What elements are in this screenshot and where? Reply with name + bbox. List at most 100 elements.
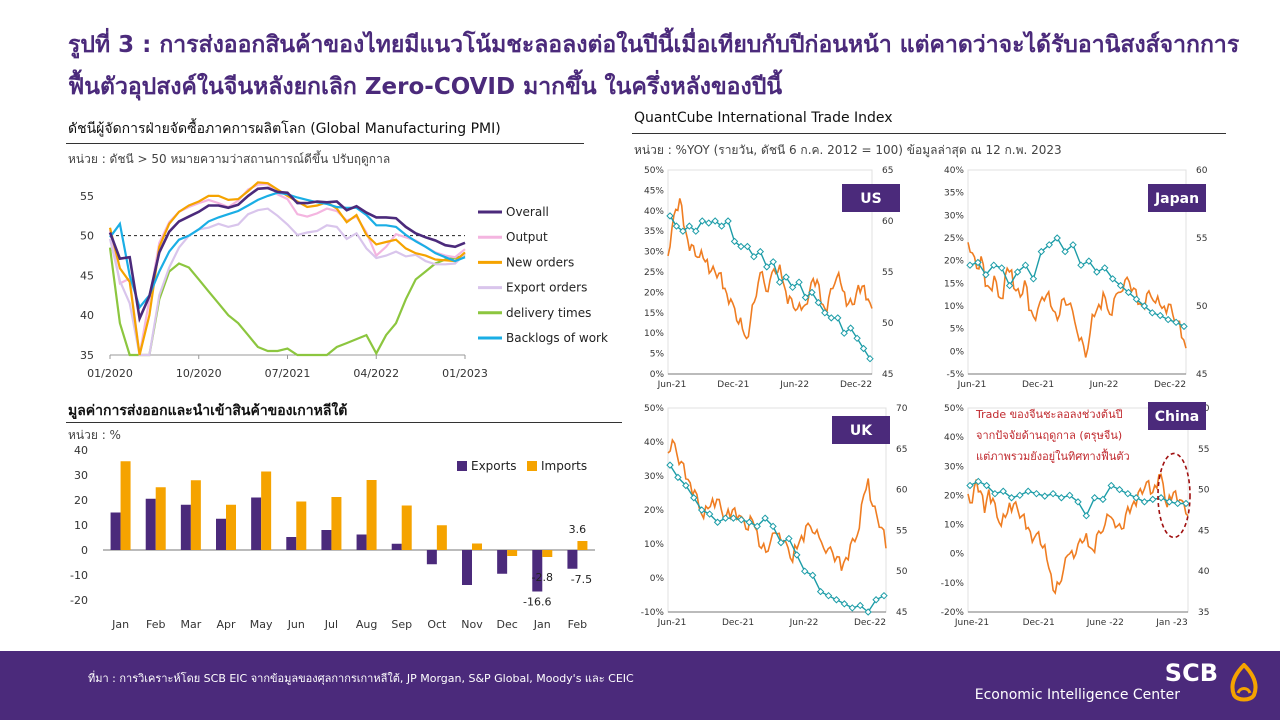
panel-x-tick-label: Jun-21 <box>957 380 987 390</box>
panel-left-tick-label: 20% <box>644 506 664 516</box>
pmi-series-new-orders <box>108 181 466 356</box>
panel-right-tick-label: 35 <box>1198 608 1209 618</box>
panel-x-tick-label: June-21 <box>954 618 989 628</box>
korea-bar-imports <box>472 543 482 550</box>
korea-x-tick-label: Jan <box>111 618 129 631</box>
panel-right-tick-label: 55 <box>1198 445 1209 455</box>
panel-x-tick-label: Jun-21 <box>657 618 687 628</box>
panel-left-tick-label: 0% <box>650 370 665 380</box>
korea-bar-exports <box>462 550 472 585</box>
panel-index-marker <box>685 222 694 230</box>
panel-label-box <box>1148 402 1206 430</box>
pmi-chart-subtitle: หน่วย : ดัชนี > 50 หมายความว่าสถานการณ์ด… <box>68 152 391 166</box>
panel-index-marker <box>1107 481 1115 490</box>
korea-bar-exports <box>356 534 367 550</box>
china-annotation-line: จากปัจจัยด้านฤดูกาล (ตรุษจีน) <box>976 429 1122 442</box>
panel-index-marker <box>880 591 888 600</box>
panel-x-tick-label: Dec-21 <box>1022 380 1054 390</box>
panel-index-marker <box>756 247 765 256</box>
panel-index-marker <box>1032 489 1041 498</box>
korea-legend-swatch <box>457 461 467 471</box>
korea-bar-exports <box>145 498 156 550</box>
panel-x-tick-label: Jun-21 <box>657 380 687 390</box>
panel-left-tick-label: 0% <box>950 347 965 357</box>
panel-index-marker <box>872 596 880 604</box>
panel-right-tick-label: 45 <box>1196 370 1207 380</box>
panel-index-marker <box>1132 295 1141 303</box>
panel-index-marker <box>1101 264 1109 272</box>
korea-x-tick-label: Sep <box>391 618 412 631</box>
panel-index-marker <box>775 278 784 286</box>
korea-bar-exports <box>391 543 402 550</box>
panel-index-marker <box>1082 512 1091 520</box>
panel-right-tick-label: 40 <box>1198 567 1210 577</box>
panel-index-marker <box>698 217 706 225</box>
pmi-legend-label: Backlogs of work <box>506 331 608 345</box>
panel-index-marker <box>1041 492 1049 500</box>
pmi-legend-label: Output <box>506 230 548 244</box>
panel-index-marker <box>745 518 753 526</box>
panel-daily-series <box>967 473 1189 595</box>
korea-bar-exports <box>532 550 543 592</box>
panel-x-tick-label: Jun-22 <box>1089 380 1119 390</box>
panel-daily-series <box>667 437 887 571</box>
panel-right-tick-label: 45 <box>1198 526 1209 536</box>
panel-index-marker <box>1180 322 1188 331</box>
panel-left-tick-label: -5% <box>946 370 964 380</box>
panel-index-marker <box>1157 494 1165 502</box>
panel-index-marker <box>679 227 687 235</box>
panel-left-tick-label: -20% <box>941 608 965 618</box>
korea-bar-imports <box>577 541 588 550</box>
panel-index-marker <box>711 217 719 225</box>
panel-index-marker <box>840 329 848 337</box>
korea-bar-exports <box>426 550 437 565</box>
panel-x-tick-label: June -22 <box>1086 618 1124 628</box>
page-title: รูปที่ 3 : การส่งออกสินค้าของไทยมีแนวโน้… <box>68 32 1240 100</box>
panel-daily-series <box>667 198 873 340</box>
panel-left-tick-label: 20% <box>944 491 964 501</box>
korea-bar-imports <box>120 461 131 550</box>
panel-left-tick-label: 40% <box>944 166 964 176</box>
pmi-series-export-orders <box>108 207 466 357</box>
panel-x-tick-label: Jun-22 <box>779 380 809 390</box>
panel-index-marker <box>974 477 983 486</box>
korea-x-tick-label: Nov <box>461 618 483 631</box>
korea-bar-exports <box>216 518 226 550</box>
korea-bar-imports <box>366 480 377 550</box>
panel-label-box <box>842 184 900 212</box>
panel-index-marker <box>763 263 771 271</box>
panel-label-box <box>1148 184 1206 212</box>
panel-x-tick-label: Dec-21 <box>1023 618 1055 628</box>
panel-index-marker <box>682 481 690 490</box>
korea-bar-exports <box>286 537 297 550</box>
panel-index-marker <box>853 334 861 343</box>
panel-index-marker <box>1124 489 1132 498</box>
panel-index-marker <box>672 222 681 230</box>
panel-left-tick-label: 40% <box>644 438 664 448</box>
quantcube-title: QuantCube International Trade Index <box>634 110 893 126</box>
pmi-x-tick-label: 04/2022 <box>353 367 399 380</box>
panel-index-marker <box>753 522 761 531</box>
panel-right-tick-label: 50 <box>896 567 908 577</box>
panel-x-tick-label: Dec-22 <box>840 380 872 390</box>
panel-index-series <box>969 236 1185 328</box>
panel-left-tick-label: 25% <box>944 234 964 244</box>
panel-x-tick-label: Dec-22 <box>854 618 886 628</box>
china-annotation-line: Trade ของจีนชะลอลงช่วงต้นปี <box>975 408 1123 421</box>
panel-left-tick-label: 10% <box>644 329 664 339</box>
panel-index-marker <box>1085 257 1093 265</box>
panel-index-marker <box>1148 309 1157 317</box>
korea-x-tick-label: Jul <box>324 618 338 631</box>
korea-data-label: -16.6 <box>523 596 551 609</box>
panel-index-marker <box>737 516 746 524</box>
panel-index-marker <box>1116 281 1125 290</box>
korea-x-tick-label: Jun <box>287 618 305 631</box>
panel-index-marker <box>866 354 874 363</box>
panel-index-marker <box>814 298 823 307</box>
panel-index-marker <box>1007 494 1016 502</box>
korea-bar-imports <box>436 525 447 550</box>
panel-index-marker <box>1164 315 1172 324</box>
panel-index-marker <box>666 461 674 469</box>
panel-left-tick-label: 30% <box>644 472 664 482</box>
footer-bar: ที่มา : การวิเคราะห์โดย SCB EIC จากข้อมู… <box>0 651 1280 720</box>
